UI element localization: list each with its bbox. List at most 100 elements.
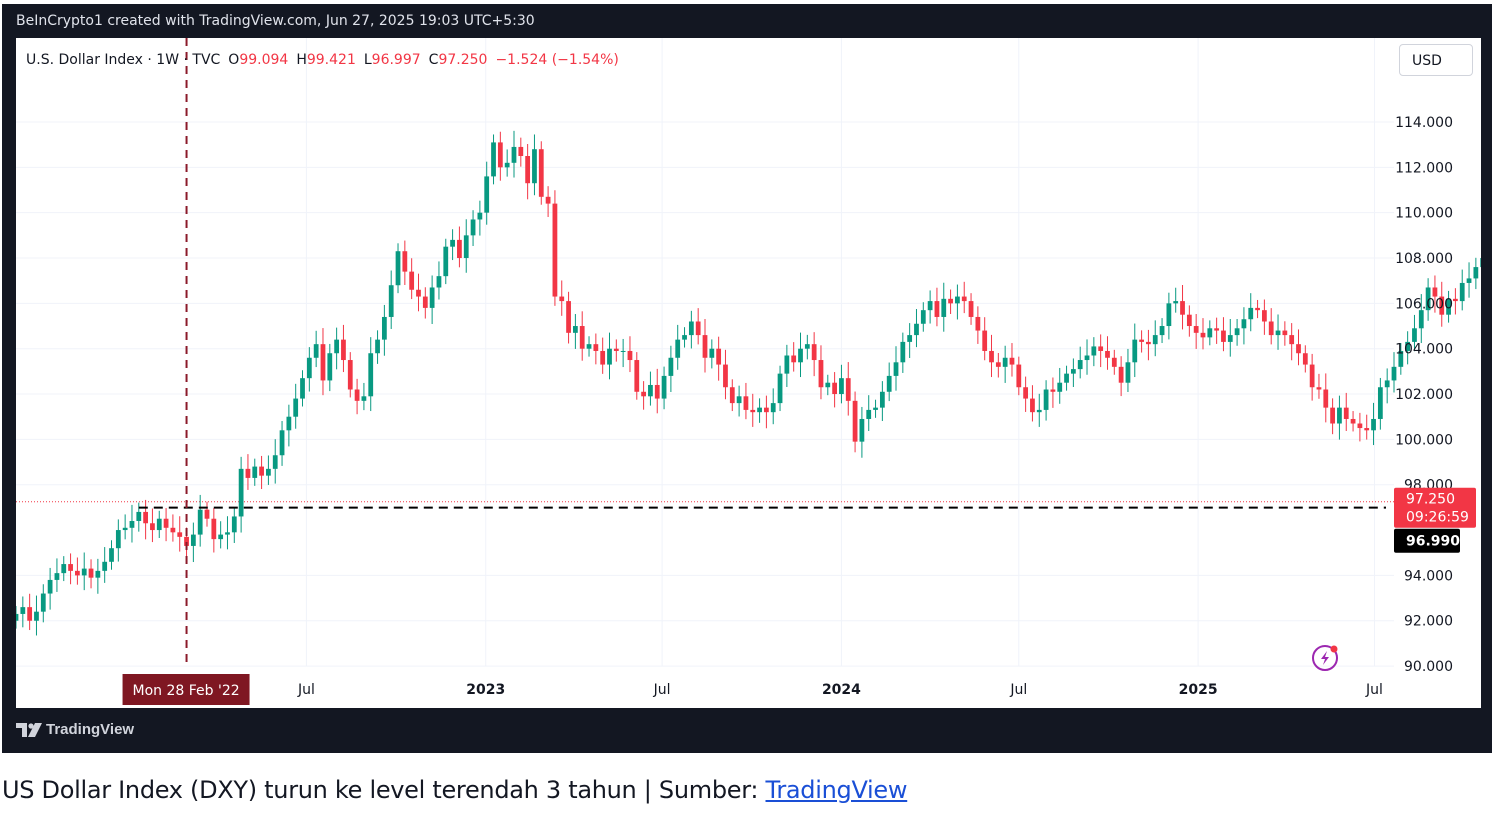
candle-body — [532, 149, 537, 184]
candle-body — [845, 378, 851, 401]
change-value: −1.524 (−1.54%) — [495, 52, 619, 68]
candle — [702, 319, 708, 373]
candle-body — [163, 518, 169, 528]
candle — [948, 289, 953, 315]
candle-body — [688, 321, 694, 336]
candle — [1036, 393, 1042, 427]
candle-body — [136, 511, 142, 521]
candle — [211, 508, 217, 553]
candle-body — [1316, 387, 1322, 390]
candle — [1364, 414, 1370, 440]
candle-body — [941, 298, 947, 317]
candle — [409, 258, 415, 300]
candle-body — [1453, 298, 1458, 302]
candle — [102, 547, 108, 583]
candle — [1159, 318, 1165, 344]
candle-body — [832, 382, 838, 395]
price-tick-label: 94.000 — [1404, 568, 1453, 584]
candle-body — [545, 196, 551, 204]
source-link[interactable]: TradingView — [765, 776, 908, 804]
candle-body — [1016, 364, 1022, 388]
candle-body — [1050, 389, 1056, 392]
candle — [436, 261, 442, 300]
candle-body — [313, 344, 319, 358]
candle-body — [757, 407, 762, 413]
candle-body — [88, 568, 94, 578]
candle-body — [368, 353, 374, 397]
time-tick-label: 2023 — [466, 682, 505, 698]
bar-countdown-label: 09:26:59 — [1406, 510, 1469, 526]
candle-body — [122, 527, 128, 531]
candle — [989, 334, 994, 378]
candle — [1432, 275, 1438, 313]
candle — [1377, 377, 1383, 430]
time-axis[interactable]: Jul 2023 Jul 2024 Jul 2025 Jul — [297, 682, 1383, 698]
symbol-info[interactable]: U.S. Dollar Index · 1W · TVC — [26, 52, 221, 68]
candle-body — [1439, 296, 1445, 315]
candle — [20, 596, 26, 628]
candle-body — [170, 527, 176, 533]
candle-body — [259, 466, 264, 476]
lightning-icon[interactable] — [1312, 645, 1338, 671]
candle — [1077, 346, 1083, 379]
candle-body — [300, 378, 305, 399]
candle — [914, 309, 919, 348]
candle — [1282, 321, 1288, 346]
candle-body — [579, 326, 585, 349]
crosshair-date-label: Mon 28 Feb '22 — [133, 683, 240, 699]
candle-body — [463, 235, 469, 259]
candle — [334, 327, 340, 370]
candle-body — [675, 339, 681, 358]
candle — [115, 519, 121, 562]
candle — [1084, 339, 1090, 375]
high-value: 99.421 — [306, 52, 356, 68]
chart-area[interactable]: 114.000 112.000 110.000 108.000 106.000 104.0… — [16, 38, 1481, 708]
candlestick-chart[interactable]: 114.000 112.000 110.000 108.000 106.000 104.0… — [16, 38, 1481, 708]
candle — [1309, 353, 1315, 401]
candle-body — [1371, 418, 1376, 431]
candle-body — [1337, 407, 1342, 424]
price-axis[interactable]: 114.000 112.000 110.000 108.000 106.000 104.0… — [1395, 115, 1453, 675]
price-tick-label: 104.000 — [1395, 342, 1453, 358]
candle-body — [81, 568, 87, 576]
candle — [1200, 318, 1206, 350]
time-tick-label: 2025 — [1179, 682, 1218, 698]
candle-body — [729, 387, 735, 404]
candle-body — [804, 344, 810, 349]
candle — [1453, 288, 1458, 315]
candle — [225, 516, 230, 550]
candle — [818, 345, 824, 400]
candle — [1337, 395, 1342, 440]
candle-body — [859, 418, 865, 442]
candle-body — [1146, 341, 1151, 345]
candle-body — [402, 251, 408, 272]
candle — [1275, 314, 1281, 350]
candle-body — [375, 339, 380, 354]
symbol-legend[interactable]: U.S. Dollar Index · 1W · TVC O99.094 H99.4… — [26, 52, 619, 68]
candle-body — [1275, 330, 1281, 336]
candle-body — [361, 396, 367, 401]
candle — [791, 342, 797, 372]
candle — [16, 606, 19, 629]
candle — [961, 281, 967, 314]
candle — [518, 137, 524, 167]
candle — [995, 353, 1001, 378]
candle — [122, 514, 128, 540]
candle — [982, 317, 988, 361]
candle-body — [695, 321, 701, 336]
candle — [1132, 323, 1138, 378]
candle-body — [1193, 326, 1199, 333]
candle — [750, 393, 756, 427]
candle — [729, 379, 735, 412]
price-tick-label: 112.000 — [1395, 160, 1453, 176]
candle-body — [1234, 328, 1240, 336]
candle-body — [620, 350, 626, 352]
candle — [395, 243, 401, 294]
price-tick-label: 114.000 — [1395, 115, 1453, 131]
candle — [1002, 345, 1008, 383]
currency-button[interactable]: USD — [1399, 44, 1473, 76]
tradingview-logo[interactable]: TradingView — [16, 721, 134, 738]
candle-body — [907, 335, 913, 342]
price-tick-label: 106.000 — [1395, 296, 1453, 312]
candle — [757, 398, 762, 423]
